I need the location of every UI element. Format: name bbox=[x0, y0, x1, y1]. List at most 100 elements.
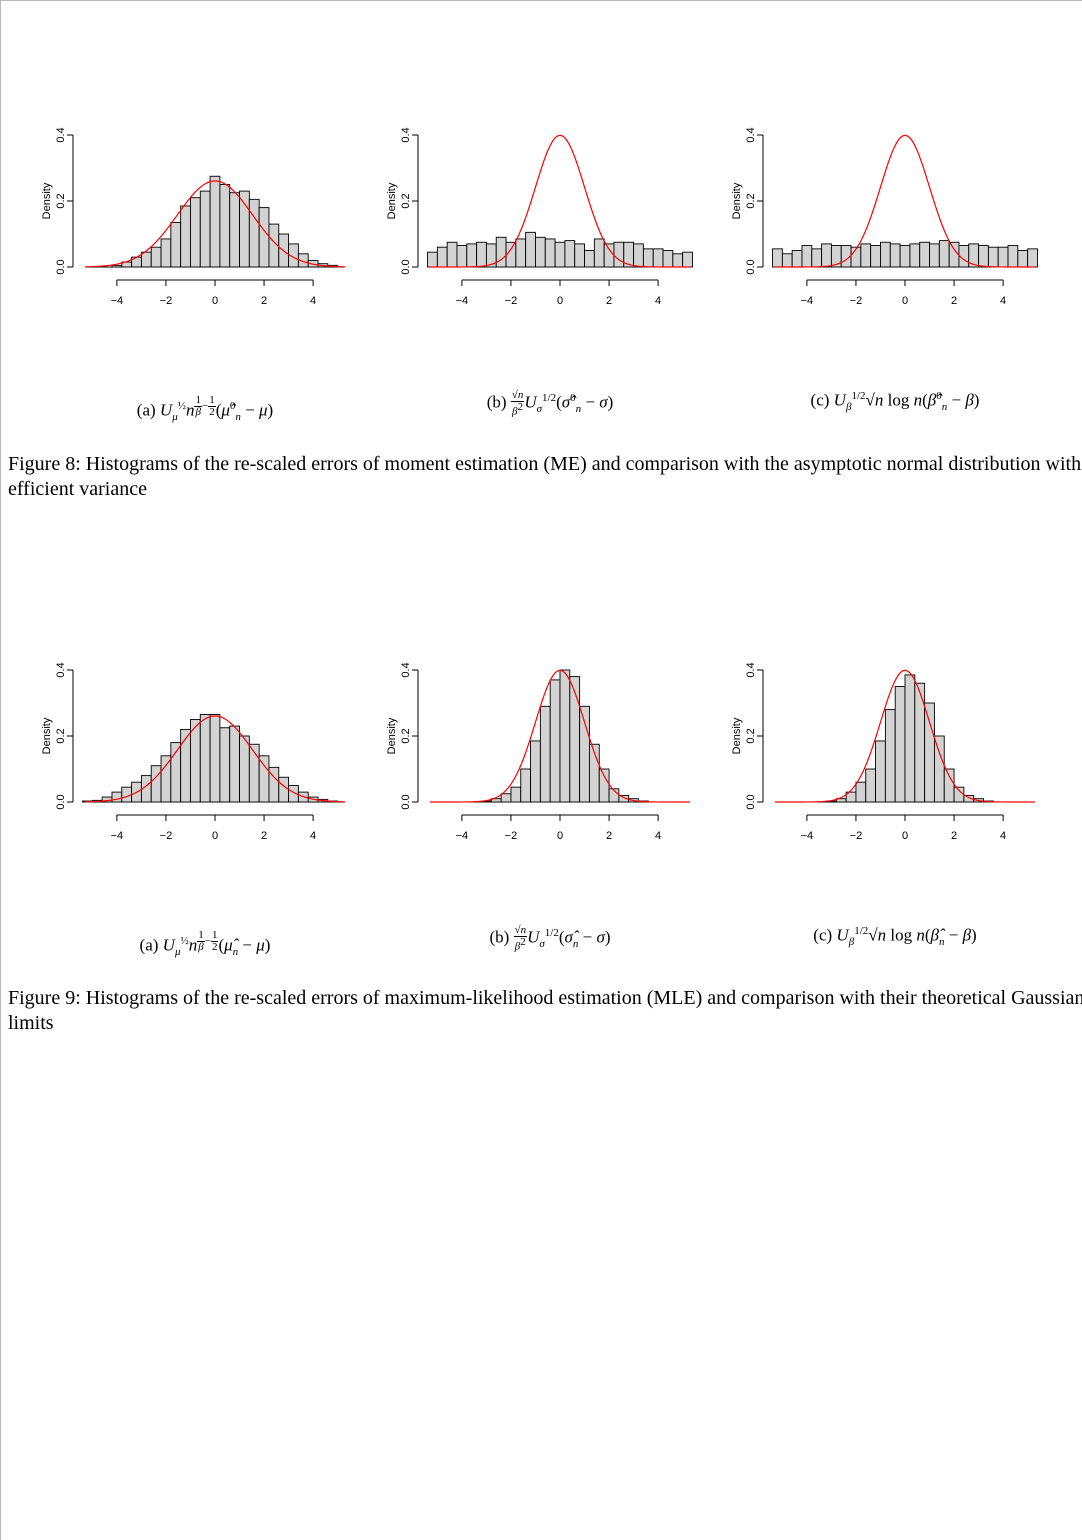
histogram-bar bbox=[801, 245, 813, 268]
x-tick-label: 0 bbox=[212, 295, 218, 307]
histogram-bar bbox=[278, 776, 290, 803]
normal-density-curve bbox=[775, 669, 1035, 803]
histogram-bar bbox=[997, 246, 1009, 268]
x-tick-label: −2 bbox=[505, 295, 518, 307]
histogram-bar bbox=[180, 728, 191, 803]
x-tick-label: 2 bbox=[261, 295, 267, 307]
x-tick-label: 2 bbox=[951, 295, 957, 307]
fig8-panel-a: −4 −2 0 2 4 0.0 0.2 0.4 Density bbox=[40, 115, 370, 325]
x-tick-label: 4 bbox=[655, 295, 661, 307]
histogram-bar bbox=[929, 243, 940, 268]
y-tick-label: 0.4 bbox=[745, 127, 757, 142]
histogram-bar bbox=[427, 251, 438, 268]
histogram-bar bbox=[613, 241, 625, 268]
histogram-bar bbox=[239, 735, 250, 803]
x-tick-label: −4 bbox=[801, 830, 814, 842]
normal-density-curve bbox=[84, 180, 346, 268]
histogram-bar bbox=[248, 198, 260, 268]
histogram-bar bbox=[603, 243, 615, 268]
histogram-bar bbox=[530, 740, 541, 803]
histogram-bar bbox=[180, 205, 191, 268]
histogram-bar bbox=[515, 238, 527, 268]
histogram-bar bbox=[209, 714, 221, 803]
y-tick-label: 0.2 bbox=[400, 193, 412, 208]
fig8-subcaption-b: (b) √n β2 Uσ1/2(σ̂0n − σ) bbox=[486, 389, 614, 418]
histogram-bar bbox=[682, 251, 693, 268]
histogram-bar bbox=[574, 243, 585, 268]
histogram-bar bbox=[860, 243, 872, 268]
histogram-bar bbox=[948, 241, 960, 268]
histogram-bar bbox=[436, 246, 448, 268]
histogram-bar bbox=[662, 250, 674, 268]
histogram-bar bbox=[554, 241, 566, 268]
histogram-bar bbox=[190, 197, 201, 268]
fig9b-histogram: −4 −2 0 2 4 0.0 0.2 0.4 Density bbox=[386, 662, 690, 842]
histogram-bar bbox=[111, 791, 123, 803]
y-tick-label: 0.4 bbox=[55, 662, 67, 677]
histogram-bar bbox=[821, 243, 832, 268]
normal-density-curve bbox=[775, 134, 1035, 268]
x-tick-label: 4 bbox=[310, 295, 316, 307]
figure8-caption: Figure 8: Histograms of the re-scaled er… bbox=[8, 453, 1082, 500]
histogram-bar bbox=[889, 243, 901, 268]
histogram-bar bbox=[229, 192, 240, 268]
histogram-bar bbox=[865, 768, 877, 803]
histogram-bar bbox=[535, 236, 546, 268]
fig9-panel-a: −4 −2 0 2 4 0.0 0.2 0.4 Density bbox=[40, 650, 370, 860]
histogram-bar bbox=[559, 669, 571, 803]
x-tick-label: −2 bbox=[850, 295, 863, 307]
x-tick-label: 0 bbox=[557, 830, 563, 842]
histogram-bar bbox=[199, 190, 211, 268]
x-tick-label: −2 bbox=[850, 830, 863, 842]
histogram-bar bbox=[121, 786, 133, 803]
fig8-panel-c: −4 −2 0 2 4 0.0 0.2 0.4 Density bbox=[730, 115, 1060, 325]
y-tick-label: 0.4 bbox=[400, 127, 412, 142]
histogram-bar bbox=[633, 243, 644, 268]
histogram-bar bbox=[539, 705, 551, 803]
histogram-bar bbox=[781, 253, 793, 268]
histogram-bar bbox=[884, 709, 896, 803]
histogram-bar bbox=[598, 768, 610, 803]
x-tick-label: 2 bbox=[606, 830, 612, 842]
normal-density-curve bbox=[430, 134, 690, 268]
fig8a-histogram: −4 −2 0 2 4 0.0 0.2 0.4 Density bbox=[41, 127, 346, 307]
histogram-bar bbox=[520, 768, 532, 803]
y-axis-label: Density bbox=[386, 717, 398, 754]
x-tick-label: −4 bbox=[111, 830, 124, 842]
x-tick-label: −4 bbox=[111, 295, 124, 307]
fig9-panel-b: −4 −2 0 2 4 0.0 0.2 0.4 Density bbox=[385, 650, 715, 860]
histogram-bar bbox=[924, 702, 935, 803]
y-tick-label: 0.2 bbox=[745, 728, 757, 743]
x-tick-label: 2 bbox=[606, 295, 612, 307]
histogram-bar bbox=[150, 246, 162, 268]
histogram-bar bbox=[978, 245, 989, 268]
fig9a-histogram: −4 −2 0 2 4 0.0 0.2 0.4 Density bbox=[41, 662, 346, 842]
x-tick-label: −4 bbox=[801, 295, 814, 307]
histogram-bar bbox=[855, 781, 867, 803]
histogram-bar bbox=[938, 240, 950, 268]
histogram-bar bbox=[544, 238, 556, 268]
y-tick-label: 0.0 bbox=[400, 259, 412, 274]
histogram-bar bbox=[1027, 248, 1038, 268]
histogram-bar bbox=[140, 251, 152, 268]
y-tick-label: 0.4 bbox=[55, 127, 67, 142]
histogram-bar bbox=[190, 719, 201, 803]
fig8-panel-b: −4 −2 0 2 4 0.0 0.2 0.4 Density bbox=[385, 115, 715, 325]
histogram-bar bbox=[111, 264, 123, 268]
histogram-bar bbox=[904, 674, 916, 803]
histogram-bar bbox=[229, 725, 240, 803]
histogram-bar bbox=[160, 238, 172, 268]
y-tick-label: 0.2 bbox=[400, 728, 412, 743]
y-axis-label: Density bbox=[731, 182, 743, 219]
y-tick-label: 0.0 bbox=[400, 794, 412, 809]
fig9-subcaption-b: (b) √n β2 Uσ1/2(σ̂n − σ) bbox=[489, 924, 611, 953]
fig8b-histogram: −4 −2 0 2 4 0.0 0.2 0.4 Density bbox=[386, 127, 693, 307]
histogram-bar bbox=[510, 786, 522, 803]
histogram-bar bbox=[811, 248, 823, 268]
x-tick-label: −2 bbox=[505, 830, 518, 842]
y-tick-label: 0.0 bbox=[745, 259, 757, 274]
histogram-bar bbox=[564, 240, 576, 268]
fig8-subcaption-c: (c) Uβ1/2√n log n(β̂0n − β) bbox=[810, 390, 980, 414]
x-tick-label: 4 bbox=[1000, 830, 1006, 842]
